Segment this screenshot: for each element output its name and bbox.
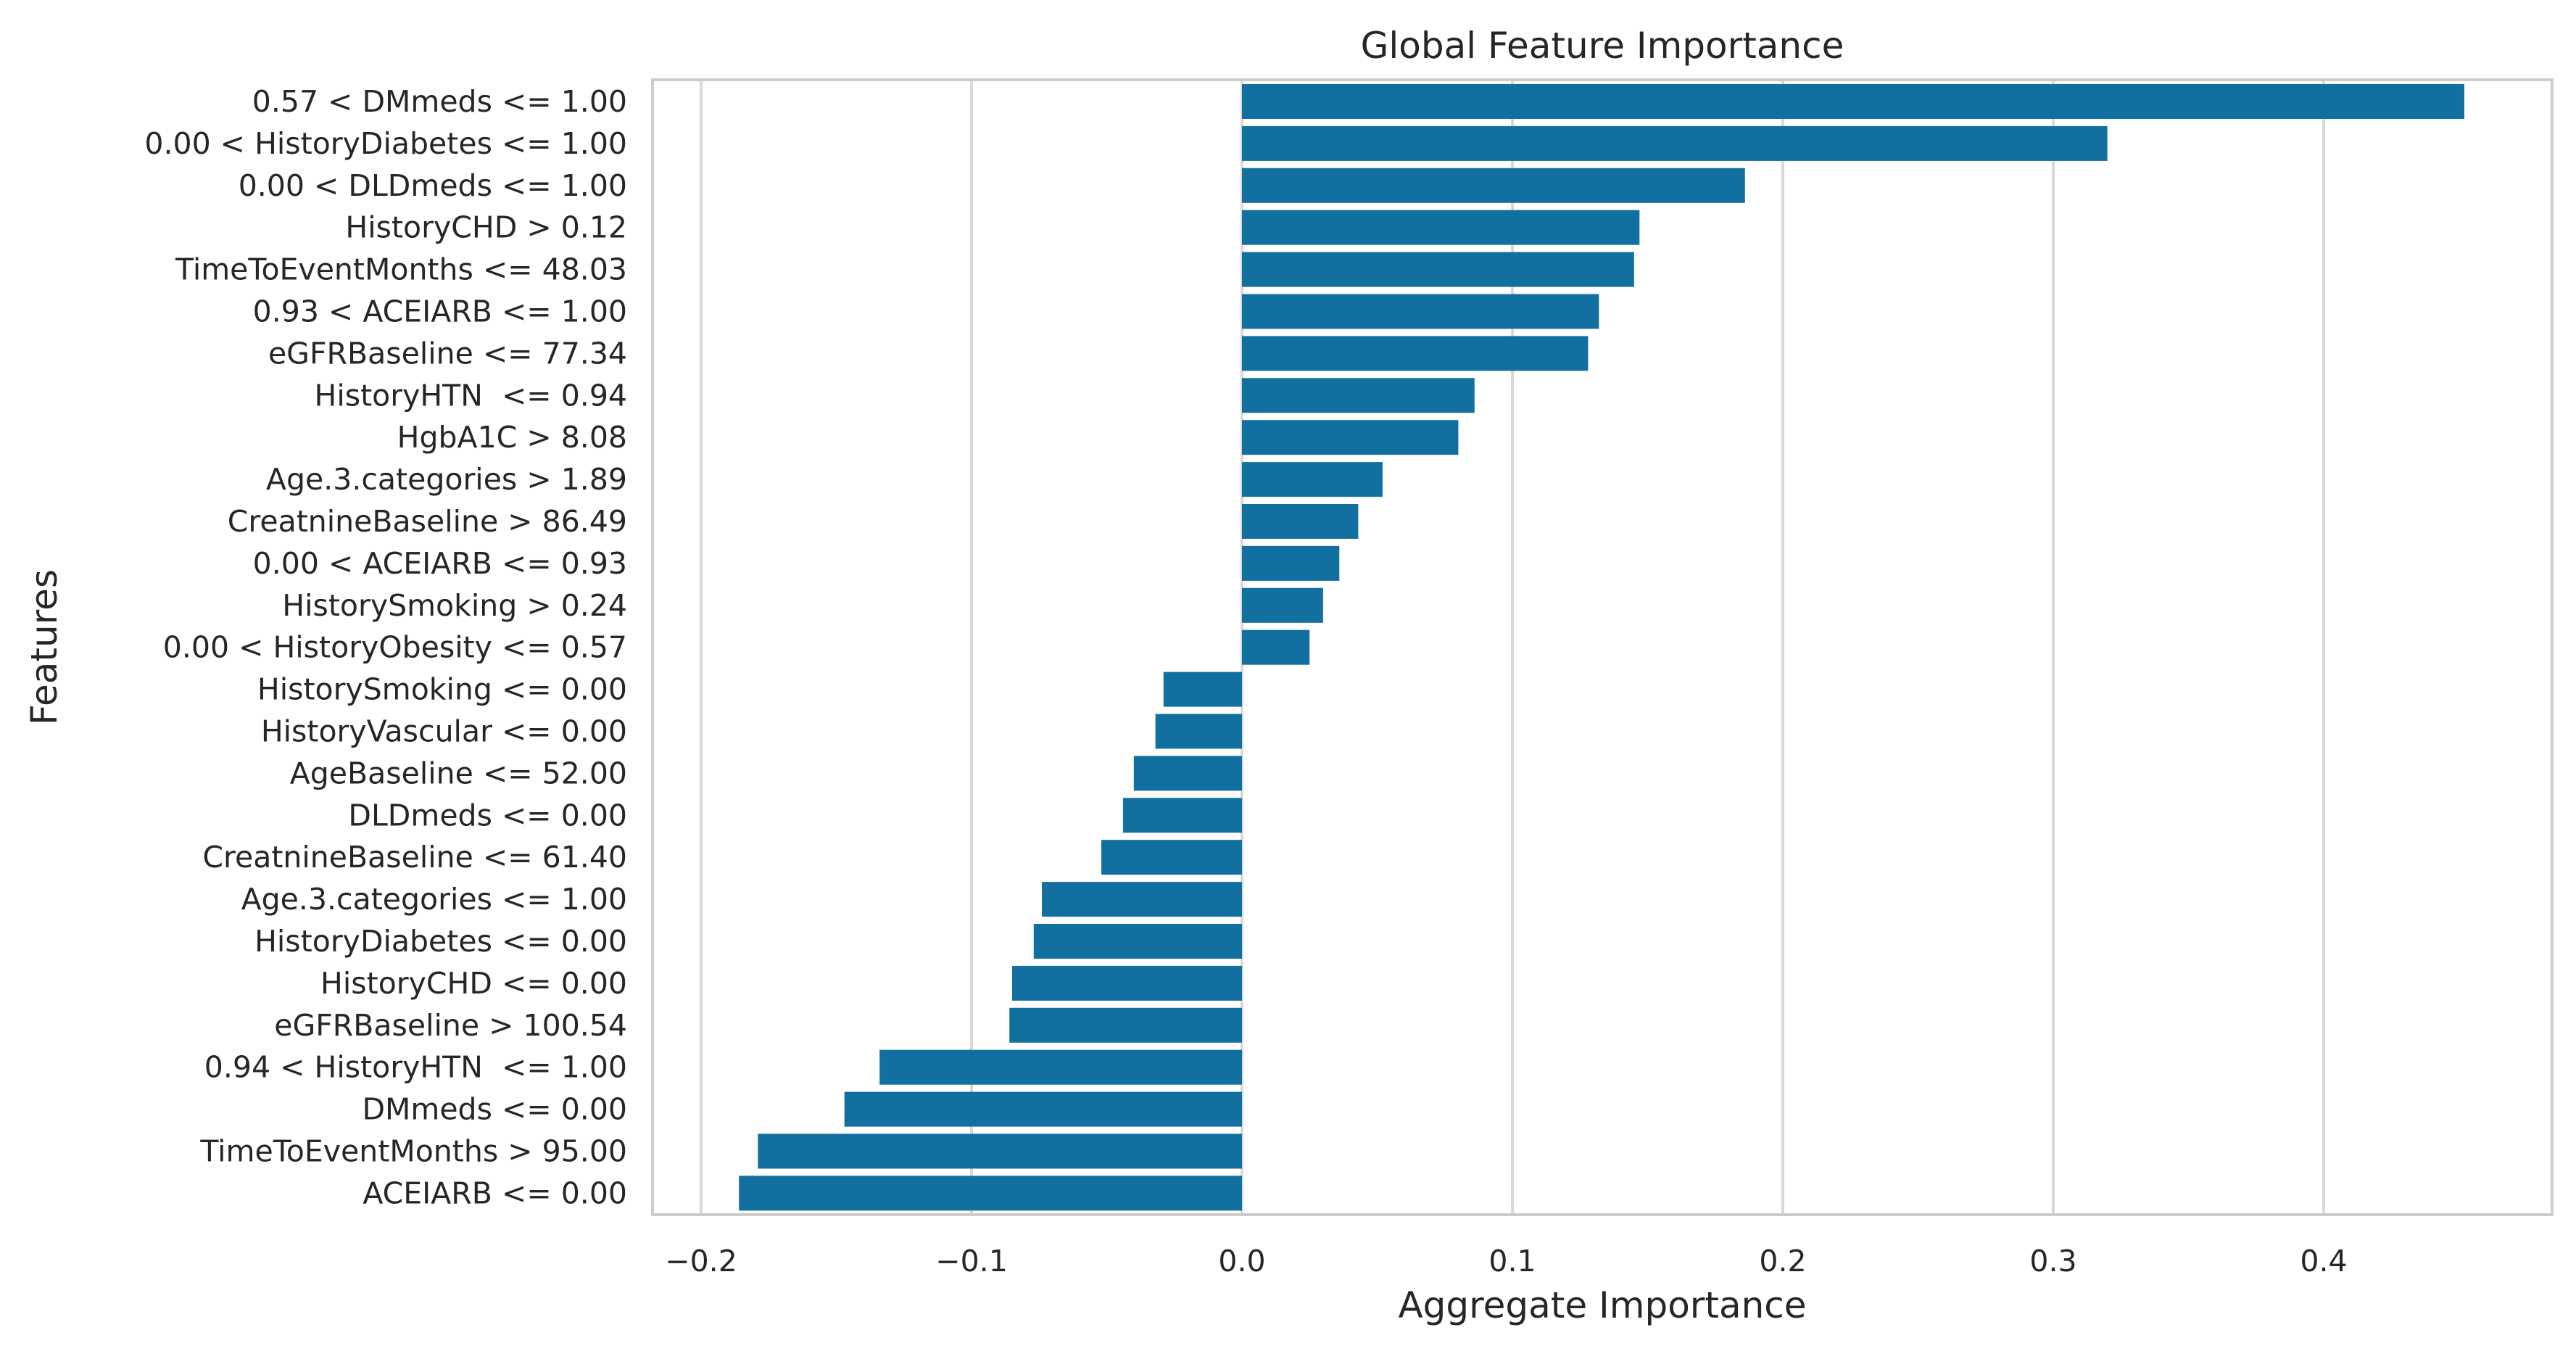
bar	[1242, 294, 1599, 329]
y-tick-label: HistoryDiabetes <= 0.00	[254, 924, 627, 959]
plot-frame	[651, 78, 2554, 1216]
bar	[1163, 672, 1242, 707]
bar	[1242, 462, 1383, 497]
bar	[1122, 798, 1242, 833]
y-tick-label: DMmeds <= 0.00	[362, 1092, 627, 1127]
y-tick-label: 0.00 < ACEIARB <= 0.93	[253, 546, 627, 581]
bar	[844, 1091, 1242, 1127]
bar	[758, 1133, 1242, 1169]
y-tick-label: TimeToEventMonths > 95.00	[199, 1134, 627, 1169]
bar	[1242, 125, 2108, 161]
bar	[1242, 504, 1359, 539]
bar	[739, 1176, 1242, 1211]
y-tick-label: HgbA1C > 8.08	[397, 420, 627, 455]
y-tick-label: eGFRBaseline > 100.54	[274, 1008, 627, 1043]
y-tick-label: HistoryCHD <= 0.00	[320, 966, 627, 1001]
bar	[1242, 210, 1640, 245]
y-tick-label: 0.00 < HistoryDiabetes <= 1.00	[144, 126, 627, 161]
x-tick-labels: −0.2 −0.1 0.0 0.1 0.2 0.3 0.4	[665, 1244, 2347, 1278]
x-tick-label: −0.1	[935, 1244, 1008, 1278]
chart-title: Global Feature Importance	[1361, 25, 1844, 67]
y-tick-label: HistoryHTN <= 0.94	[314, 378, 627, 413]
bar	[1242, 587, 1323, 623]
bar	[1242, 629, 1310, 665]
y-tick-label: HistoryCHD > 0.12	[345, 210, 627, 245]
bar	[879, 1049, 1242, 1085]
y-tick-label: eGFRBaseline <= 77.34	[268, 336, 627, 371]
bar	[1155, 714, 1242, 749]
bar	[1101, 840, 1242, 875]
x-tick-label: 0.1	[1488, 1244, 1536, 1278]
y-tick-label: 0.57 < DMmeds <= 1.00	[252, 84, 627, 119]
y-axis-title: Features	[23, 569, 65, 725]
bar	[1242, 420, 1459, 455]
x-tick-label: 0.4	[2300, 1244, 2347, 1278]
bar	[1242, 336, 1589, 371]
y-tick-label: Age.3.categories <= 1.00	[241, 882, 627, 917]
bar	[1242, 84, 2464, 119]
bar	[1242, 168, 1745, 203]
y-tick-label: 0.00 < DLDmeds <= 1.00	[239, 168, 627, 203]
bar	[1242, 545, 1340, 581]
bar	[1041, 882, 1242, 917]
y-tick-label: AgeBaseline <= 52.00	[290, 756, 627, 790]
x-tick-label: 0.3	[2029, 1244, 2076, 1278]
bar	[1242, 252, 1634, 287]
y-tick-label: 0.94 < HistoryHTN <= 1.00	[204, 1050, 627, 1085]
y-tick-label: DLDmeds <= 0.00	[348, 798, 627, 833]
y-tick-labels: 0.57 < DMmeds <= 1.00 0.00 < HistoryDiabe…	[144, 84, 627, 1210]
y-tick-label: 0.00 < HistoryObesity <= 0.57	[163, 630, 627, 665]
bar	[1033, 924, 1242, 959]
x-tick-label: −0.2	[665, 1244, 737, 1278]
y-tick-label: CreatnineBaseline <= 61.40	[202, 840, 627, 875]
x-tick-label: 0.0	[1218, 1244, 1265, 1278]
bar	[1133, 756, 1242, 791]
grid-lines	[700, 80, 2325, 1215]
y-tick-label: ACEIARB <= 0.00	[363, 1176, 627, 1210]
bar	[1242, 378, 1475, 413]
bars	[739, 84, 2464, 1211]
x-axis-title: Aggregate Importance	[1398, 1284, 1806, 1326]
bar	[1011, 965, 1242, 1001]
y-tick-label: TimeToEventMonths <= 48.03	[175, 252, 627, 287]
y-tick-label: HistoryVascular <= 0.00	[261, 714, 627, 749]
y-tick-label: HistorySmoking > 0.24	[282, 588, 627, 623]
y-tick-label: CreatnineBaseline > 86.49	[228, 504, 627, 539]
bar	[1009, 1007, 1242, 1043]
y-tick-label: Age.3.categories > 1.89	[266, 462, 627, 497]
x-tick-label: 0.2	[1759, 1244, 1806, 1278]
y-tick-label: HistorySmoking <= 0.00	[257, 672, 627, 707]
y-tick-label: 0.93 < ACEIARB <= 1.00	[253, 294, 627, 329]
